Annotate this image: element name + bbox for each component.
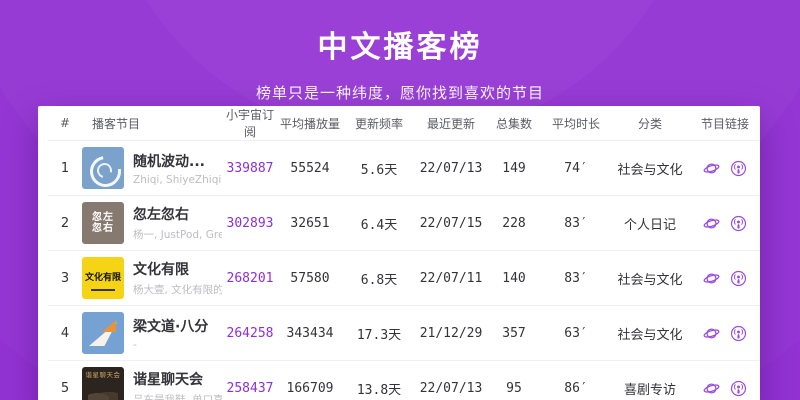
last-update-cell: 22/07/15: [419, 215, 483, 231]
links-cell: [690, 215, 760, 232]
links-cell: [690, 380, 760, 397]
column-category: 分类: [637, 116, 662, 131]
category-cell: 社会与文化: [617, 162, 683, 178]
podcast-authors: 杨一, JustPod, Grenad: [133, 229, 222, 241]
podcast-icon[interactable]: [730, 270, 747, 287]
category-cell: 喜剧专访: [623, 382, 676, 398]
avg-plays-cell: 57580: [290, 270, 330, 286]
last-update-cell: 21/12/29: [419, 325, 483, 341]
podcast-meta: 忽左忽右 杨一, JustPod, Grenad: [133, 204, 222, 242]
episodes-cell: 357: [502, 325, 526, 341]
avg-duration-cell: 83′: [564, 270, 588, 286]
table-row: 4 梁文道·八分 - 264258 343434 17.3天 21/12/29 …: [48, 305, 760, 360]
last-update-cell: 22/07/13: [419, 380, 483, 396]
column-rank: #: [59, 116, 71, 130]
podcast-cover[interactable]: [82, 312, 124, 354]
podcast-cover[interactable]: [82, 147, 124, 189]
podcast-authors: -: [133, 338, 137, 351]
avg-plays-cell: 55524: [290, 160, 330, 176]
podcast-title[interactable]: 随机波动...: [133, 153, 205, 170]
page-title: 中文播客榜: [317, 30, 483, 65]
category-cell: 社会与文化: [617, 327, 683, 343]
rank-cell: 2: [60, 215, 70, 231]
column-avg-plays: 平均播放量: [279, 116, 340, 131]
column-avg-duration: 平均时长: [551, 116, 600, 131]
avg-duration-cell: 86′: [564, 380, 588, 396]
xiaoyuzhou-planet-icon[interactable]: [703, 380, 720, 397]
podcast-title[interactable]: 忽左忽右: [133, 207, 189, 223]
rank-cell: 4: [60, 325, 70, 341]
column-show: 播客节目: [92, 116, 141, 131]
links-cell: [690, 325, 760, 342]
subscribers-cell: 264258: [226, 325, 274, 341]
podcast-title[interactable]: 谐星聊天会: [133, 372, 203, 388]
last-update-cell: 22/07/11: [419, 270, 483, 286]
category-cell: 个人日记: [623, 217, 676, 233]
links-cell: [690, 270, 760, 287]
xiaoyuzhou-planet-icon[interactable]: [703, 215, 720, 232]
column-update-freq: 更新频率: [354, 116, 403, 131]
podcast-cover-label: 文化有限: [84, 272, 121, 283]
update-freq-cell: 6.4天: [360, 217, 398, 233]
podcast-meta: 随机波动... Zhiqi, ShiyeZhiqi,...: [133, 151, 222, 186]
podcast-icon[interactable]: [730, 160, 747, 177]
podcast-authors: Zhiqi, ShiyeZhiqi,...: [133, 173, 222, 186]
last-update-cell: 22/07/13: [419, 160, 483, 176]
avg-duration-cell: 74′: [564, 160, 588, 176]
page-header: 中文播客榜 榜单只是一种纬度，愿你找到喜欢的节目: [0, 0, 800, 103]
subscribers-cell: 268201: [226, 270, 274, 286]
page-subtitle: 榜单只是一种纬度，愿你找到喜欢的节目: [255, 84, 544, 102]
column-subscribers: 小宇宙订阅: [225, 108, 274, 139]
podcast-icon[interactable]: [730, 215, 747, 232]
column-links: 节目链接: [700, 116, 749, 131]
table-row: 1 随机波动... Zhiqi, ShiyeZhiqi,... 339887 5…: [48, 140, 760, 195]
avg-duration-cell: 83′: [564, 215, 588, 231]
episodes-cell: 140: [502, 270, 526, 286]
update-freq-cell: 6.8天: [360, 272, 398, 288]
avg-plays-cell: 32651: [290, 215, 330, 231]
subscribers-cell: 258437: [226, 380, 274, 396]
avg-plays-cell: 166709: [286, 380, 334, 396]
episodes-cell: 95: [506, 380, 522, 396]
podcast-cover[interactable]: 谐星聊天会: [82, 367, 124, 400]
podcast-cover[interactable]: 文化有限: [82, 257, 124, 299]
avg-plays-cell: 343434: [286, 325, 334, 341]
podcast-authors: 杨大壹, 文化有限的超哥: [133, 284, 222, 296]
rank-cell: 3: [60, 270, 70, 286]
table-header-row: # 播客节目 小宇宙订阅 平均播放量 更新频率 最近更新 总集数 平均时长 分类…: [48, 106, 760, 140]
podcast-icon[interactable]: [730, 380, 747, 397]
podcast-title[interactable]: 梁文道·八分: [133, 318, 209, 335]
podcast-ranking-table: # 播客节目 小宇宙订阅 平均播放量 更新频率 最近更新 总集数 平均时长 分类…: [38, 106, 760, 400]
table-row: 3 文化有限 文化有限 杨大壹, 文化有限的超哥 268201 57580 6.…: [48, 250, 760, 305]
podcast-cover[interactable]: 忽左忽右: [82, 202, 124, 244]
table-row: 2 忽左忽右 忽左忽右 杨一, JustPod, Grenad 302893 3…: [48, 195, 760, 250]
podcast-cover-label: 忽左忽右: [92, 211, 114, 235]
subscribers-cell: 339887: [226, 160, 274, 176]
xiaoyuzhou-planet-icon[interactable]: [703, 160, 720, 177]
podcast-meta: 文化有限 杨大壹, 文化有限的超哥: [133, 259, 222, 297]
update-freq-cell: 13.8天: [356, 382, 402, 398]
update-freq-cell: 5.6天: [360, 162, 398, 178]
podcast-cover-label: 谐星聊天会: [85, 371, 121, 379]
podcast-icon[interactable]: [730, 325, 747, 342]
rank-cell: 1: [60, 160, 70, 176]
update-freq-cell: 17.3天: [356, 327, 402, 343]
table-row: 5 谐星聊天会 谐星聊天会 吕东是我鞋, 单口喜剧石老. 258437 1667…: [48, 360, 760, 400]
rank-cell: 5: [60, 380, 70, 396]
podcast-title[interactable]: 文化有限: [133, 262, 189, 278]
subscribers-cell: 302893: [226, 215, 274, 231]
table-body: 1 随机波动... Zhiqi, ShiyeZhiqi,... 339887 5…: [48, 140, 760, 400]
links-cell: [690, 160, 760, 177]
podcast-meta: 梁文道·八分 -: [133, 316, 208, 351]
xiaoyuzhou-planet-icon[interactable]: [703, 325, 720, 342]
podcast-meta: 谐星聊天会 吕东是我鞋, 单口喜剧石老.: [133, 369, 222, 400]
episodes-cell: 149: [502, 160, 526, 176]
podcast-authors: 吕东是我鞋, 单口喜剧石老.: [133, 394, 222, 400]
column-episodes: 总集数: [495, 116, 532, 131]
xiaoyuzhou-planet-icon[interactable]: [703, 270, 720, 287]
episodes-cell: 228: [502, 215, 526, 231]
category-cell: 社会与文化: [617, 272, 683, 288]
column-last-update: 最近更新: [426, 116, 475, 131]
avg-duration-cell: 63′: [564, 325, 588, 341]
